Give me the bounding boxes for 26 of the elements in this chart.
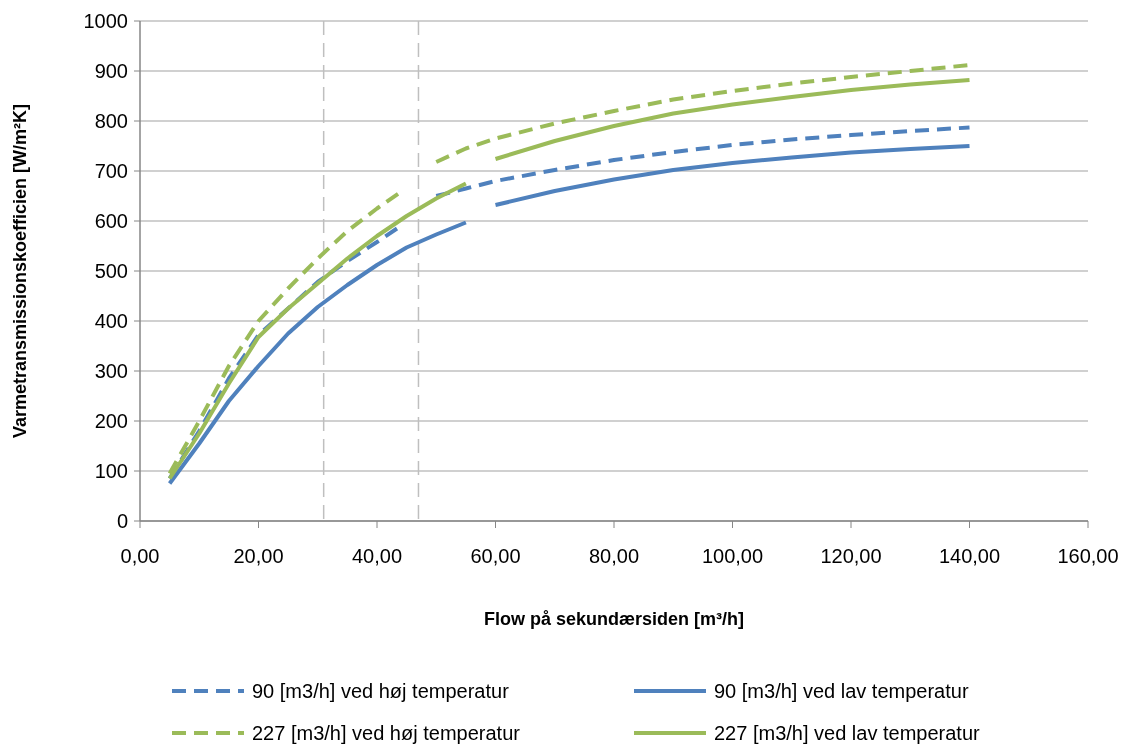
y-tick-label: 200: [94, 410, 128, 432]
x-tick-label: 100,00: [701, 545, 764, 567]
x-tick-label: 40,00: [351, 545, 403, 567]
x-tick-label: 0,00: [120, 545, 160, 567]
x-axis-title: Flow på sekundærsiden [m³/h]: [483, 609, 745, 629]
x-tick-label: 160,00: [1057, 545, 1119, 567]
y-tick-label: 100: [94, 460, 128, 482]
y-axis-title: Varmetransmissionskoefficien [W/m²K]: [10, 103, 30, 439]
y-tick-label: 900: [94, 60, 128, 82]
y-tick-label: 600: [94, 210, 128, 232]
x-tick-label: 60,00: [470, 545, 521, 567]
y-tick-label: 1000: [83, 10, 128, 32]
y-tick-label: 0: [116, 510, 128, 532]
y-tick-label: 500: [94, 260, 128, 282]
x-tick-label: 120,00: [820, 545, 882, 567]
legend-label: 90 [m3/h] ved lav temperatur: [714, 680, 969, 702]
legend-label: 227 [m3/h] ved høj temperatur: [252, 722, 521, 744]
legend-label: 90 [m3/h] ved høj temperatur: [252, 680, 510, 702]
y-tick-label: 300: [94, 360, 128, 382]
y-tick-label: 800: [94, 110, 128, 132]
x-tick-label: 140,00: [938, 545, 1001, 567]
y-tick-label: 400: [94, 310, 128, 332]
legend-label: 227 [m3/h] ved lav temperatur: [714, 722, 981, 744]
x-tick-label: 80,00: [588, 545, 640, 567]
x-tick-label: 20,00: [233, 545, 284, 567]
y-tick-label: 700: [94, 160, 128, 182]
